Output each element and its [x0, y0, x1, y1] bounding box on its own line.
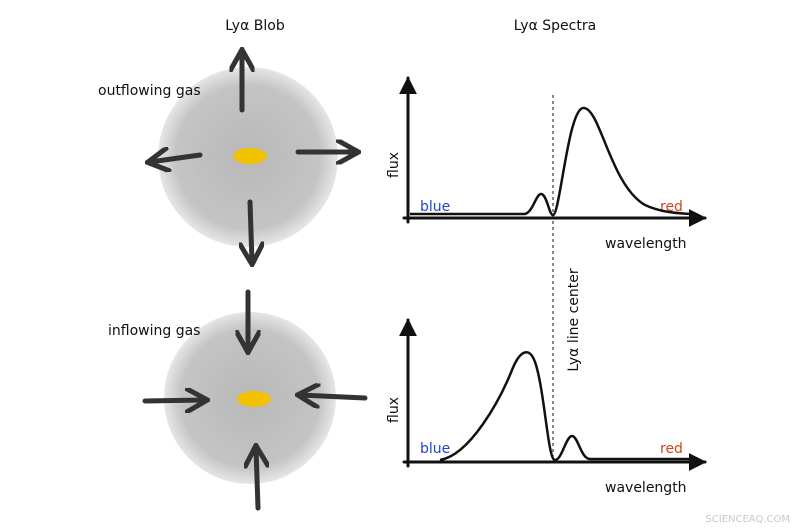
arrow	[256, 448, 258, 511]
galaxy	[233, 148, 267, 164]
blue-label: blue	[420, 199, 450, 215]
watermark: SCIENCEAQ.COM	[705, 514, 790, 525]
x-axis-label: wavelength	[605, 236, 687, 252]
arrow	[150, 155, 203, 162]
arrow	[300, 395, 368, 398]
blob-header: Lyα Blob	[225, 18, 285, 34]
arrow	[250, 199, 252, 262]
red-label: red	[660, 441, 683, 457]
spectrum	[439, 351, 690, 462]
spectra-header: Lyα Spectra	[514, 18, 596, 34]
line-center-label: Lyα line center	[566, 268, 582, 371]
gas-label: outflowing gas	[98, 83, 201, 99]
spectrum	[410, 106, 691, 217]
y-axis-label: flux	[386, 152, 402, 178]
blue-label: blue	[420, 441, 450, 457]
gas-label: inflowing gas	[108, 323, 200, 339]
arrow	[142, 400, 205, 401]
galaxy	[237, 391, 271, 407]
x-axis-label: wavelength	[605, 480, 687, 496]
y-axis-label: flux	[386, 397, 402, 423]
